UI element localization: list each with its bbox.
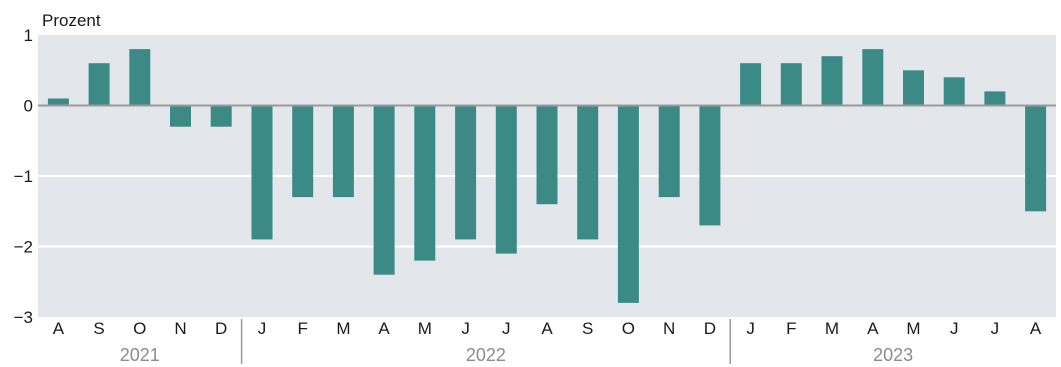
bar	[170, 105, 191, 127]
x-tick-label: M	[825, 319, 839, 338]
bar	[658, 105, 680, 198]
bar	[943, 77, 965, 106]
x-tick-label: D	[704, 319, 716, 338]
bar	[495, 105, 517, 254]
x-tick-label: D	[215, 319, 227, 338]
x-tick-label: A	[867, 319, 879, 338]
x-tick-label: A	[541, 319, 553, 338]
y-tick-label: −2	[14, 238, 33, 257]
bar	[984, 91, 1006, 106]
y-axis-unit-label: Prozent	[42, 11, 101, 30]
x-tick-label: J	[258, 319, 267, 338]
year-label: 2022	[466, 345, 506, 365]
x-tick-label: O	[133, 319, 146, 338]
x-tick-label: J	[461, 319, 470, 338]
x-tick-label: M	[336, 319, 350, 338]
bar	[780, 63, 802, 106]
bar	[577, 105, 599, 240]
x-tick-label: N	[174, 319, 186, 338]
x-tick-label: N	[663, 319, 675, 338]
y-tick-label: −1	[14, 167, 33, 186]
bar	[536, 105, 558, 205]
x-tick-label: S	[93, 319, 104, 338]
x-tick-label: O	[622, 319, 635, 338]
bar	[862, 49, 884, 106]
bar	[1025, 105, 1047, 212]
bar	[455, 105, 477, 240]
x-tick-label: F	[298, 319, 308, 338]
bar	[699, 105, 721, 226]
bar	[903, 70, 924, 106]
year-labels: 2021 2022 2023	[120, 319, 913, 365]
bar	[210, 105, 232, 127]
bar	[88, 63, 110, 106]
x-tick-label: J	[991, 319, 1000, 338]
y-tick-label: 0	[24, 97, 33, 116]
x-tick-label: J	[950, 319, 959, 338]
x-tick-label: A	[1030, 319, 1042, 338]
bar	[47, 98, 69, 106]
x-tick-label: F	[786, 319, 796, 338]
y-tick-label: −3	[14, 308, 33, 327]
year-label: 2023	[873, 345, 913, 365]
y-axis-ticks: 1 0 −1 −2 −3	[14, 26, 33, 327]
bar	[292, 105, 314, 198]
year-label: 2021	[120, 345, 160, 365]
bar	[373, 105, 395, 275]
x-tick-label: A	[378, 319, 390, 338]
x-tick-label: J	[502, 319, 511, 338]
bars	[47, 49, 1047, 303]
x-tick-label: A	[53, 319, 65, 338]
bar	[129, 49, 151, 106]
bar	[740, 63, 762, 106]
bar	[414, 105, 436, 261]
bar	[617, 105, 639, 303]
x-tick-label: J	[746, 319, 755, 338]
y-tick-label: 1	[24, 26, 33, 45]
bar	[332, 105, 354, 198]
bar	[821, 56, 843, 106]
bar	[251, 105, 273, 240]
x-tick-label: M	[418, 319, 432, 338]
x-tick-label: M	[906, 319, 920, 338]
x-tick-label: S	[582, 319, 593, 338]
